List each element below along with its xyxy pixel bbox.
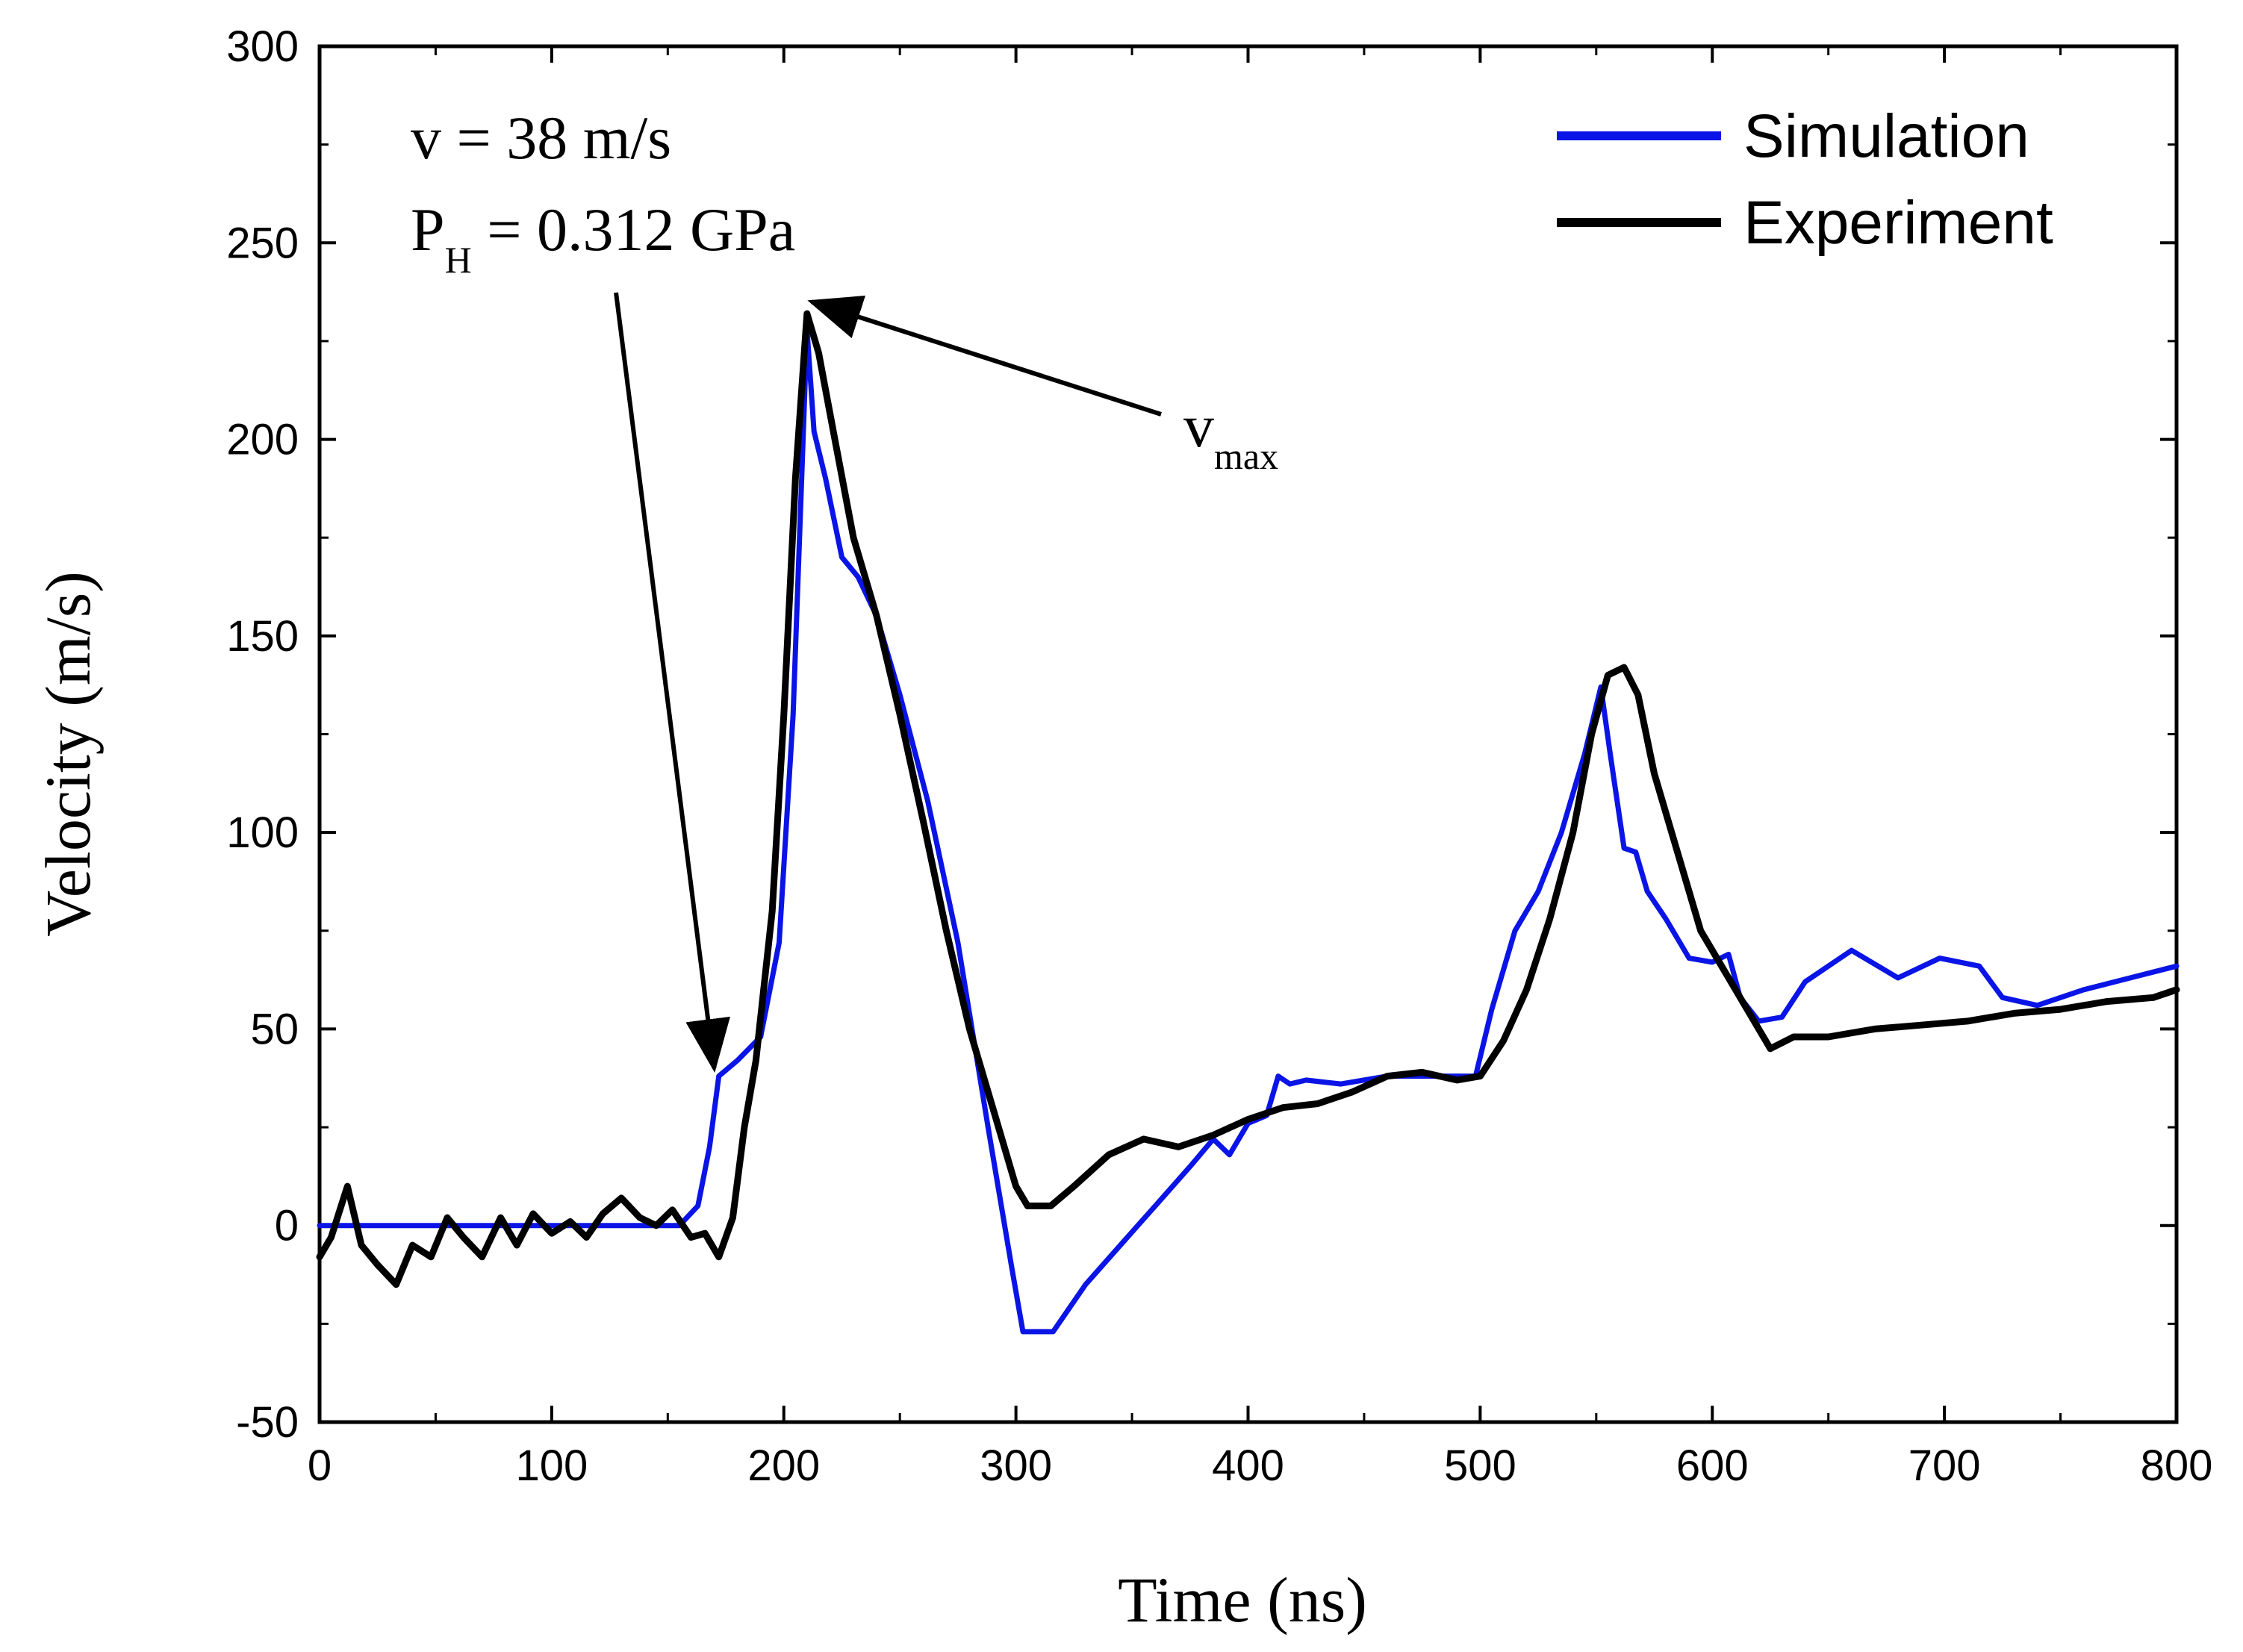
y-tick-label: 50 bbox=[250, 1005, 299, 1053]
y-tick-label: 0 bbox=[275, 1202, 299, 1250]
annotations: v = 38 m/s PH = 0.312 GPa vmax bbox=[411, 104, 1278, 1073]
annotation-pressure-value: = 0.312 GPa bbox=[472, 196, 795, 264]
annotation-pressure: PH = 0.312 GPa bbox=[411, 196, 795, 281]
legend-label-simulation: Simulation bbox=[1743, 102, 2029, 170]
x-tick-label: 300 bbox=[980, 1441, 1052, 1490]
legend: Simulation Experiment bbox=[1557, 102, 2053, 257]
y-tick-label: 250 bbox=[226, 219, 299, 267]
annotation-pressure-arrow bbox=[614, 292, 730, 1073]
x-tick-label: 200 bbox=[747, 1441, 820, 1490]
x-axis-title: Time (ns) bbox=[1118, 1564, 1367, 1636]
x-tick-label: 400 bbox=[1212, 1441, 1284, 1490]
y-tick-label: 100 bbox=[226, 808, 299, 857]
x-tick-label: 800 bbox=[2141, 1441, 2213, 1490]
annotation-vmax-arrow bbox=[807, 295, 1162, 417]
annotation-vmax-subscript: max bbox=[1214, 435, 1278, 477]
annotation-pressure-symbol: P bbox=[411, 196, 445, 264]
x-tick-label: 500 bbox=[1444, 1441, 1516, 1490]
annotation-vmax-symbol: v bbox=[1183, 392, 1214, 460]
y-tick-label: 300 bbox=[226, 22, 299, 71]
series-line-simulation bbox=[317, 326, 2180, 1335]
legend-label-experiment: Experiment bbox=[1743, 189, 2053, 257]
x-tick-label: 600 bbox=[1676, 1441, 1749, 1490]
annotation-pressure-subscript: H bbox=[445, 239, 472, 281]
annotation-velocity: v = 38 m/s bbox=[411, 104, 671, 172]
axis-ticks: 0 100 200 300 400 500 600 700 800-50050100150200… bbox=[226, 22, 2212, 1490]
y-tick-label: 200 bbox=[226, 416, 299, 464]
y-axis-title: Velocity (m/s) bbox=[32, 571, 104, 937]
series-lines bbox=[316, 310, 2180, 1335]
series-line-experiment bbox=[316, 310, 2180, 1288]
x-tick-label: 0 bbox=[308, 1441, 332, 1490]
y-tick-label: 150 bbox=[226, 612, 299, 661]
annotation-vmax: vmax bbox=[1183, 392, 1278, 477]
x-tick-label: 700 bbox=[1908, 1441, 1981, 1490]
y-tick-label: -50 bbox=[236, 1398, 299, 1447]
x-tick-label: 100 bbox=[515, 1441, 588, 1490]
